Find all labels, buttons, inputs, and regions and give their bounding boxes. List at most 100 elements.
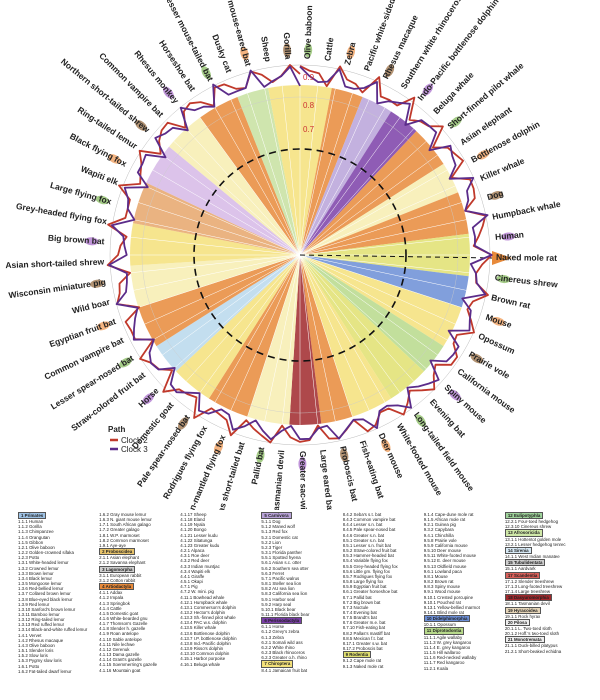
species-entry: 1.3.7 Collared brown lemur — [18, 591, 71, 597]
key-row: 17.1.3 Long-footed treeshrew — [505, 584, 584, 589]
species-entry: 9.5.10 Deer mouse — [423, 548, 462, 554]
animal-silhouette-icon — [201, 66, 211, 80]
species-entry: 1.3.2 Crowned lemur — [18, 565, 59, 571]
key-row: 1.3.5 Mongoose lemur — [18, 581, 97, 586]
key-row: 21 Monotremata — [504, 636, 584, 644]
key-row: 11.1.3 W. grey kangaroo — [424, 640, 503, 645]
species-entry: 5.1.3 Red fox — [261, 529, 288, 535]
order-header: 4 Artiodactyla — [99, 583, 135, 591]
sector-divider — [281, 254, 301, 425]
species-entry: 20.1.2 Hoff.'s two-toed sloth — [504, 631, 560, 637]
species-entry: 4.1.6 White-bearded gnu — [99, 615, 148, 621]
species-entry: 19.1.1 Rock hyrax — [504, 613, 541, 619]
animal-silhouette-icon — [119, 357, 132, 368]
species-entry: 1.3.10 Sanford's brown lemur — [18, 606, 76, 612]
key-row: 1.3.6 Red-bellied lemur — [18, 586, 97, 591]
species-entry: 1.4.1 Vervet — [18, 632, 42, 638]
order-sector — [138, 255, 300, 347]
species-entry: 1.3.12 Ring-tailed lemur — [18, 617, 65, 623]
species-entry: 4.1.11 Nile lechwe — [99, 641, 135, 647]
key-row: 1.7.2 Greater galago — [99, 527, 178, 532]
species-label: Mouse — [484, 312, 513, 330]
species-entry: 9.1.3 Naked mole rat — [342, 663, 384, 669]
key-row: 8.6.1 Greater horseshoe bat — [343, 589, 422, 594]
species-entry: 8.7.4 Evening bat — [342, 609, 377, 615]
key-row: 9.1.2 Cape mole rat — [343, 658, 422, 663]
key-row: 8.5.4 Variable flying fox — [343, 558, 422, 563]
key-row: 4.1.4 Cattle — [99, 606, 178, 611]
key-row: 5.1.3 Red fox — [261, 529, 340, 534]
order-header: 9 Rodentia — [342, 651, 372, 659]
order-header: 14 Sirenia — [504, 546, 532, 555]
species-entry: 9.5.9 California mouse — [423, 542, 468, 548]
animal-silhouette-icon — [501, 232, 516, 241]
species-entry: 6.2.1 Somali wild ass — [261, 639, 303, 645]
key-row: 1.6.2 Gray mouse lemur — [99, 512, 178, 517]
species-entry: 4.13.10 Common dolphin — [180, 651, 230, 657]
key-row: 4.1.20 Bongo — [180, 527, 259, 532]
animal-silhouette-icon — [470, 353, 484, 364]
species-entry: 4.13.3 Sh.-finned pilot whale — [180, 615, 236, 621]
key-row: 4.13.1 Commerson's dolphin — [180, 605, 259, 610]
species-entry: 1.1.1 Human — [18, 519, 44, 525]
key-row: 1.8.1 W.P. marmoset — [99, 533, 178, 538]
species-entry: 11.1.4 E. grey kangaroo — [423, 644, 471, 650]
key-row: 4.13.7 I.P. bottlenose dolphin — [180, 636, 259, 641]
species-entry: 9.13.1 Yellow-bellied marmot — [423, 604, 480, 610]
animal-silhouette-icon — [256, 449, 265, 464]
key-row: 21.2.1 Short-beaked echidna — [505, 649, 584, 654]
radial-axis-labels: 0.9 0.8 0.7 — [303, 73, 315, 134]
species-entry: 8.17.2 Proboscis bat — [342, 646, 383, 652]
clock-paths — [106, 64, 493, 444]
species-entry: 8.5.4 Variable flying fox — [342, 558, 388, 564]
key-column: 5 Carnivora 5.1.1 Dog 5.1.2 Maned wolf 5.1.… — [261, 512, 340, 698]
species-entry: 2.1.1 Asian elephant — [99, 555, 139, 561]
species-entry: 8.17.1 Greater s.w. bat — [342, 640, 387, 646]
species-entry: 4.13.9 Risso's dolphin — [180, 646, 224, 652]
key-column: 1 Primates 1.1.1 Human 1.1.2 Gorilla 1.1.3 … — [18, 512, 97, 698]
species-label: Fish-eating bat — [358, 439, 387, 500]
species-entry: 8.4.6 Greater s.n. bat — [342, 532, 385, 538]
key-row: 18.1.1 Tasmanian devil — [505, 601, 584, 606]
sector-divider — [214, 107, 301, 256]
key-row: 6.1.2 Grevy's zebra — [261, 629, 340, 634]
key-row: 1.3.7 Collared brown lemur — [18, 591, 97, 596]
animal-silhouette-icon — [163, 86, 174, 99]
species-entry: 4.1.5 Domestic goat — [99, 610, 139, 616]
key-row: 1.2.2 Golden-crowned sifaka — [18, 550, 97, 555]
sector-divider — [144, 254, 301, 325]
species-entry: 4.1.3 Springbok — [99, 600, 130, 606]
species-entry: 1.8.2 Common marmoset — [99, 537, 149, 543]
sector-divider — [299, 88, 336, 256]
species-label: Deer mouse — [377, 431, 406, 480]
key-row: 5.6.3 Ferret — [261, 571, 340, 576]
key-row: 8.4.1 Jamaican fruit bat — [261, 668, 340, 673]
species-entry: 5.9.1 Harbor seal — [261, 596, 296, 602]
key-row: 9.8.3 Spiny mouse — [424, 584, 503, 589]
sector-divider — [199, 117, 301, 256]
key-row: 13.1.1 Hottentot golden mole — [505, 537, 584, 542]
species-entry: 8.5.8 Large flying fox — [342, 579, 384, 585]
key-row: 7 Chiroptera — [261, 660, 340, 668]
species-entry: 4.7.1 Pig — [180, 584, 198, 590]
species-entry: 12.2.1 Four-toed hedgehog — [504, 519, 559, 525]
species-entry: 5.6.2 Southern sea otter — [261, 565, 309, 571]
species-entry: 1.7.1 South African galago — [99, 522, 151, 528]
key-row: 8.5.6 Little gm. flying fox — [343, 569, 422, 574]
sector-divider — [299, 154, 438, 256]
species-entry: 4.1.18 Eland — [180, 517, 205, 523]
species-entry: 4.1.22 Sitatunga — [180, 537, 213, 543]
species-entry: 8.8.2 Pallas's mastiff bat — [342, 630, 390, 636]
species-entry: 4.15.1 Harbor porpoise — [180, 656, 226, 662]
species-entry: 8.5.3 Hammer-headed bat — [342, 553, 394, 559]
species-entry: 1.2.3 Potto — [18, 555, 40, 561]
species-entry: 1.9.1 Aye-aye — [99, 542, 126, 548]
species-entry: 21.2.1 Short-beaked echidna — [504, 648, 562, 654]
key-column: 12 Eulipotyphla 12.2.1 Four-toed hedgehog… — [504, 512, 584, 698]
order-header: 10 Didelphimorphia — [423, 615, 471, 623]
key-row: 8.5.9 Egyptian fruit bat — [343, 584, 422, 589]
species-entry: 8.7.1 Pallid bat — [342, 594, 372, 600]
species-entry: 1.3.11 Bamboo lemur — [18, 611, 60, 617]
key-row: 11.1.4 E. grey kangaroo — [424, 645, 503, 650]
key-row: 9.1.4 Cape-dune mole rat — [424, 512, 503, 517]
